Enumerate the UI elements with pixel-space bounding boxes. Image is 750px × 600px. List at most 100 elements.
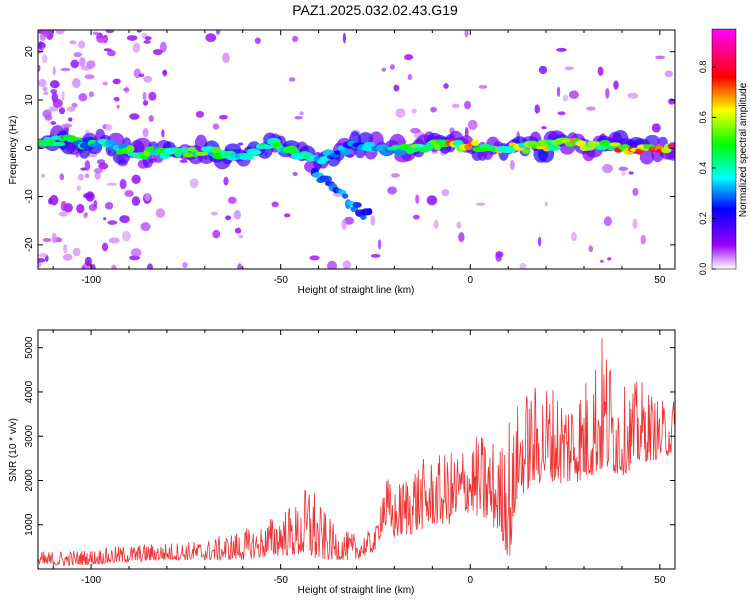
- snr-frame: [37, 329, 676, 570]
- branch-mark: [321, 175, 332, 183]
- ridge-mark: [644, 134, 660, 147]
- speckle-mark: [63, 244, 68, 254]
- speckle-mark: [52, 66, 56, 76]
- ridge-mark: [407, 147, 421, 153]
- speckle-mark: [52, 98, 63, 108]
- speckle-mark: [103, 217, 107, 221]
- speckle-mark: [98, 162, 109, 170]
- speckle-mark: [43, 91, 49, 96]
- snr-x-label: Height of straight line (km): [298, 585, 415, 596]
- speckle-mark: [84, 256, 92, 267]
- speckle-mark: [271, 201, 279, 208]
- speckle-mark: [415, 194, 420, 205]
- speckle-mark: [599, 259, 604, 263]
- branch-mark: [360, 214, 367, 220]
- ridge-mark: [363, 141, 376, 148]
- speckle-mark: [51, 232, 57, 244]
- ridge-mark: [609, 142, 622, 147]
- speckle-mark: [50, 88, 58, 94]
- speckle-mark: [562, 94, 569, 102]
- colorbar-label: Normalized spectral amplitude: [738, 82, 749, 217]
- speckle-mark: [342, 260, 352, 269]
- speckle-mark: [38, 262, 42, 268]
- speckle-mark: [597, 66, 604, 76]
- speckle-mark: [129, 113, 140, 120]
- speckle-mark: [38, 40, 43, 50]
- speckle-mark: [556, 86, 561, 98]
- speckle-mark: [234, 227, 242, 234]
- speckle-mark: [613, 80, 619, 90]
- speckle-mark: [83, 212, 88, 219]
- speckle-mark: [537, 236, 542, 247]
- speckle-mark: [72, 77, 81, 89]
- x-tick-label: 0: [467, 275, 473, 286]
- speckle-mark: [664, 70, 674, 78]
- ridge-mark: [126, 144, 135, 153]
- speckle-mark: [189, 178, 199, 189]
- speckle-mark: [90, 263, 96, 269]
- ridge-mark: [546, 143, 561, 152]
- branch-mark: [352, 202, 362, 208]
- speckle-mark: [586, 106, 596, 111]
- speckle-mark: [38, 252, 48, 258]
- speckle-mark: [237, 142, 244, 146]
- speckle-mark: [48, 197, 52, 205]
- speckle-mark: [77, 173, 84, 181]
- speckle-mark: [237, 263, 243, 269]
- speckle-mark: [668, 98, 675, 105]
- speckle-mark: [140, 222, 151, 232]
- speckle-mark: [292, 35, 299, 43]
- snr-series: [38, 338, 675, 567]
- speckle-mark: [84, 173, 90, 179]
- speckle-mark: [464, 126, 469, 138]
- speckle-mark: [86, 60, 96, 69]
- speckle-mark: [205, 33, 217, 43]
- speckle-mark: [288, 77, 296, 82]
- speckle-mark: [84, 74, 95, 80]
- speckle-mark: [556, 47, 567, 52]
- speckle-mark: [564, 66, 574, 71]
- ridge-mark: [575, 140, 587, 147]
- speckle-mark: [38, 65, 41, 72]
- ridge-mark: [471, 139, 480, 146]
- speckle-mark: [55, 30, 65, 35]
- speckle-mark: [132, 42, 141, 53]
- speckle-mark: [142, 91, 147, 101]
- y-tick-label: 10: [24, 94, 35, 106]
- speckle-mark: [162, 69, 168, 77]
- speckle-mark: [44, 114, 53, 121]
- speckle-mark: [426, 195, 438, 206]
- speckle-mark: [381, 67, 387, 72]
- speckle-mark: [407, 74, 413, 81]
- speckle-mark: [66, 106, 76, 112]
- speckle-mark: [155, 208, 166, 219]
- speckle-mark: [456, 221, 462, 229]
- speckle-mark: [458, 232, 465, 243]
- speckle-mark: [124, 190, 134, 197]
- speckle-mark: [571, 231, 577, 242]
- speckle-mark: [147, 263, 153, 269]
- speckle-mark: [430, 106, 437, 113]
- branch-mark: [338, 189, 347, 195]
- speckle-mark: [136, 30, 142, 33]
- speckle-mark: [568, 90, 579, 99]
- speckle-mark: [85, 191, 95, 202]
- y-tick-label: -20: [24, 237, 35, 252]
- x-tick-label: -50: [273, 575, 288, 586]
- speckle-mark: [441, 188, 450, 197]
- speckle-mark: [223, 176, 229, 186]
- speckle-mark: [142, 127, 149, 138]
- x-tick-label: 50: [654, 275, 666, 286]
- speckle-mark: [68, 117, 73, 122]
- speckle-mark: [76, 203, 85, 214]
- colorbar-tick-label: 0.4: [698, 162, 708, 175]
- speckle-mark: [138, 73, 145, 78]
- spectrogram-heatmap: [38, 30, 675, 269]
- speckle-mark: [603, 216, 612, 227]
- y-tick-label: 4000: [24, 380, 35, 403]
- speckle-mark: [219, 114, 228, 120]
- speckle-mark: [79, 57, 86, 68]
